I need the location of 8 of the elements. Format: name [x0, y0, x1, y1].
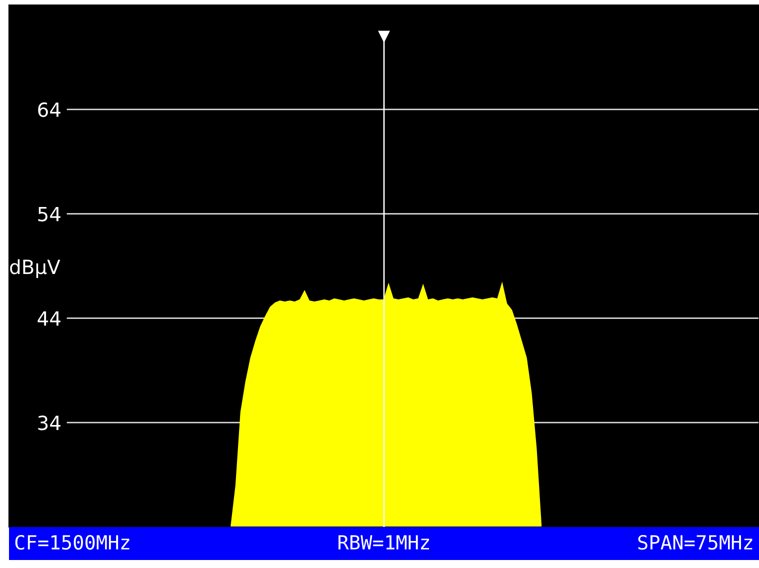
y-tick-label: 54	[38, 207, 60, 222]
y-tick-label: 34	[38, 416, 60, 430]
y-tick-label: 64	[38, 102, 60, 118]
text: SPAN=75MHz	[638, 534, 752, 550]
y-tick-label: 44	[38, 311, 60, 326]
text: RBW=1MHz	[338, 535, 429, 550]
y-axis-title: dBμV	[10, 259, 60, 278]
text: CF=1500MHz	[15, 534, 130, 550]
